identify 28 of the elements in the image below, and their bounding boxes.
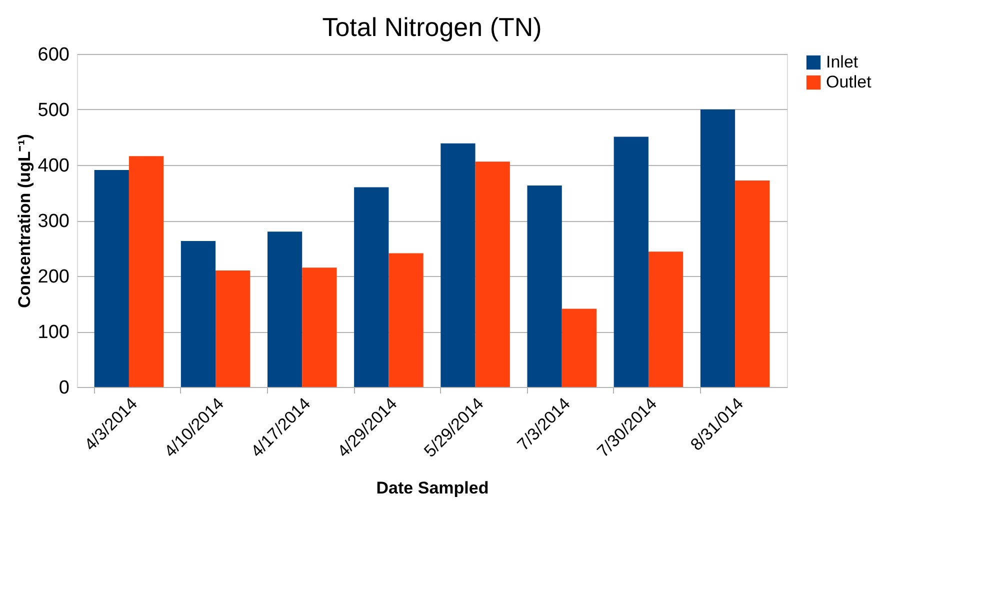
bar: [440, 143, 476, 387]
y-axis-title: Concentration (ugL⁻¹): [14, 134, 34, 308]
y-tick-label: 0: [58, 378, 70, 398]
bar: [735, 180, 770, 387]
bar: [700, 110, 736, 387]
legend-label: Outlet: [826, 72, 872, 92]
bar: [354, 187, 389, 387]
y-tick-label: 300: [38, 211, 70, 232]
bar: [614, 136, 648, 387]
bar: [267, 232, 302, 387]
bar: [180, 241, 216, 387]
y-tick-label: 600: [38, 44, 70, 66]
chart-title: Total Nitrogen (TN): [322, 12, 542, 42]
bar: [562, 308, 597, 387]
bar: [94, 170, 129, 387]
bar: [128, 156, 164, 387]
y-tick-label: 200: [38, 266, 70, 288]
y-tick-label: 100: [38, 322, 70, 343]
bar: [648, 252, 684, 387]
y-tick-label: 400: [38, 156, 70, 176]
bar: [388, 253, 424, 387]
bar: [475, 162, 510, 387]
bar: [216, 270, 250, 387]
bar: [527, 186, 562, 387]
x-axis-title: Date Sampled: [376, 478, 489, 498]
y-tick-label: 500: [38, 100, 70, 121]
bar: [302, 268, 337, 387]
legend-label: Inlet: [826, 52, 858, 72]
